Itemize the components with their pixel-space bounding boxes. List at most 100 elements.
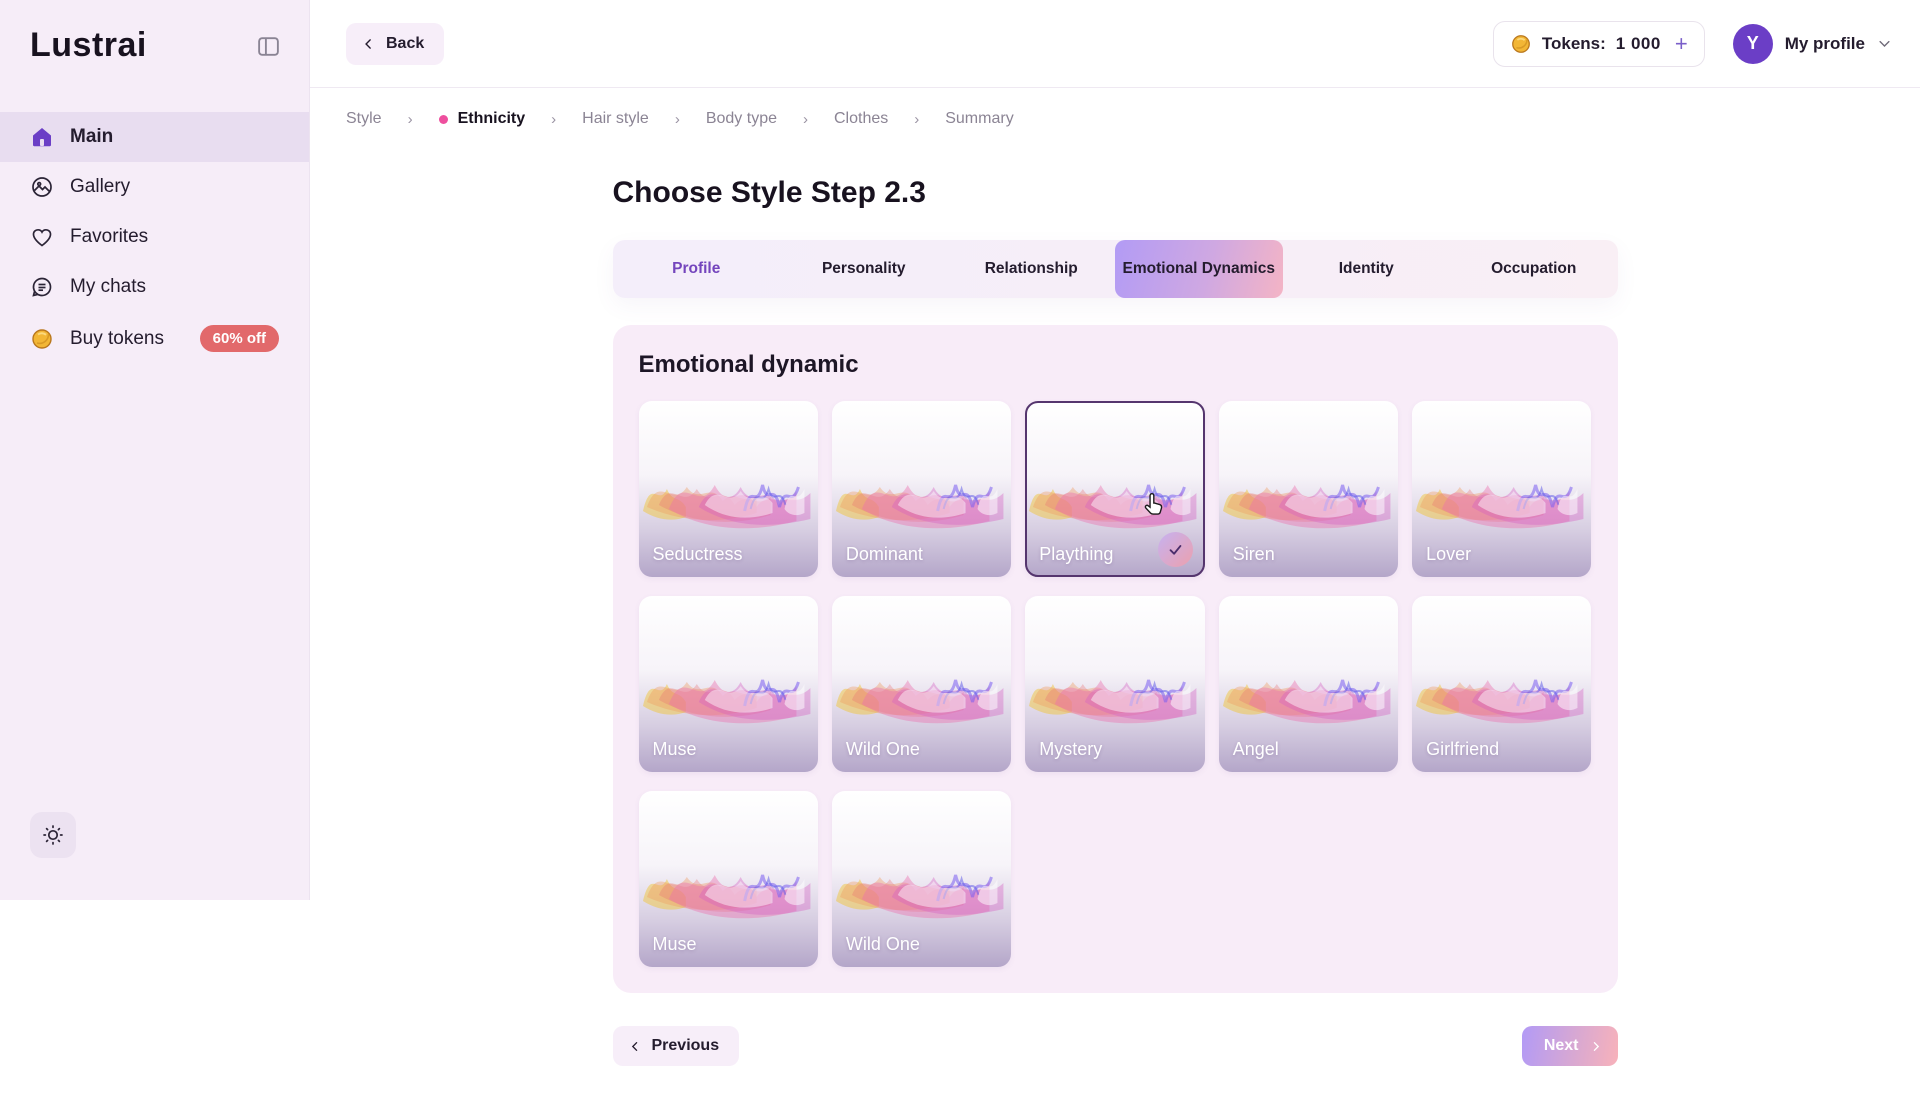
tab-identity[interactable]: Identity	[1283, 240, 1451, 298]
card-siren[interactable]: Siren	[1218, 401, 1399, 577]
sidebar-item-label: Buy tokens	[70, 327, 164, 349]
card-label: Wild One	[845, 934, 920, 954]
waveform-art	[1025, 644, 1204, 734]
chevron-left-icon	[362, 37, 376, 51]
emotional-dynamic-panel: Emotional dynamic Seductress Dominant Pl…	[612, 325, 1618, 993]
card-plaything-selected[interactable]: Plaything	[1025, 401, 1205, 577]
sidebar-item-main[interactable]: Main	[0, 112, 309, 162]
waveform-art	[1219, 449, 1398, 539]
chevron-down-icon	[1877, 36, 1892, 51]
back-label: Back	[386, 34, 425, 52]
app-logo: Lustrai	[30, 26, 147, 64]
tab-emotional-dynamics[interactable]: Emotional Dynamics	[1115, 240, 1283, 298]
breadcrumb-body-type[interactable]: Body type	[705, 110, 777, 127]
waveform-art	[832, 839, 1011, 929]
heart-icon	[30, 225, 54, 249]
profile-label: My profile	[1784, 33, 1865, 53]
card-mystery[interactable]: Mystery	[1025, 596, 1205, 772]
chevron-left-icon	[629, 1040, 642, 1053]
card-label: Lover	[1426, 544, 1472, 564]
waveform-art	[639, 644, 818, 734]
topbar: Back Tokens: 1 000 + Y My profile	[310, 0, 1920, 88]
tokens-pill[interactable]: Tokens: 1 000 +	[1492, 20, 1705, 67]
card-girlfriend[interactable]: Girlfriend	[1412, 596, 1592, 772]
tab-profile[interactable]: Profile	[613, 240, 781, 298]
tab-occupation[interactable]: Occupation	[1450, 240, 1618, 298]
card-label: Seductress	[652, 544, 743, 564]
tab-personality[interactable]: Personality	[780, 240, 948, 298]
step-tabs: Profile Personality Relationship Emotion…	[612, 240, 1618, 298]
add-tokens-icon[interactable]: +	[1674, 30, 1688, 56]
card-label: Dominant	[845, 544, 923, 564]
next-label: Next	[1543, 1037, 1579, 1054]
waveform-art	[639, 839, 818, 929]
section-title: Emotional dynamic	[638, 351, 859, 378]
card-label: Siren	[1232, 544, 1275, 564]
card-wild-one-2[interactable]: Wild One	[831, 791, 1012, 967]
back-button[interactable]: Back	[346, 22, 445, 65]
card-angel[interactable]: Angel	[1218, 596, 1399, 772]
breadcrumb-hair-style[interactable]: Hair style	[582, 110, 649, 127]
sidebar-item-gallery[interactable]: Gallery	[0, 162, 309, 212]
chevron-right-icon: ›	[674, 110, 680, 128]
waveform-art	[1219, 644, 1398, 734]
card-grid: Seductress Dominant Plaything	[638, 401, 1592, 967]
sidebar: Lustrai Main Gallery	[0, 0, 310, 900]
breadcrumb-ethnicity[interactable]: Ethnicity	[438, 110, 525, 128]
card-wild-one[interactable]: Wild One	[831, 596, 1012, 772]
panel-left-icon	[256, 34, 281, 59]
coin-icon	[30, 327, 54, 351]
previous-button[interactable]: Previous	[612, 1026, 740, 1066]
coin-icon	[1510, 33, 1532, 55]
breadcrumb: Style › Ethnicity › Hair style › Body ty…	[310, 88, 1920, 128]
page-title: Choose Style Step 2.3	[612, 176, 926, 209]
discount-badge: 60% off	[199, 325, 279, 352]
card-label: Muse	[652, 934, 697, 954]
sidebar-item-my-chats[interactable]: My chats	[0, 262, 309, 312]
sidebar-item-favorites[interactable]: Favorites	[0, 212, 309, 262]
card-label: Girlfriend	[1426, 739, 1500, 759]
sidebar-collapse-button[interactable]	[252, 30, 285, 66]
sidebar-item-label: My chats	[70, 276, 147, 297]
selected-check-badge	[1157, 532, 1193, 567]
tab-relationship[interactable]: Relationship	[948, 240, 1116, 298]
tokens-value: 1 000	[1615, 33, 1661, 53]
wizard-footer: Previous Next	[612, 1026, 1618, 1066]
card-dominant[interactable]: Dominant	[831, 401, 1012, 577]
waveform-art	[832, 449, 1011, 539]
card-label: Plaything	[1039, 544, 1114, 564]
home-icon	[30, 125, 54, 149]
breadcrumb-summary[interactable]: Summary	[945, 110, 1014, 127]
next-button[interactable]: Next	[1521, 1026, 1618, 1066]
waveform-art	[1025, 449, 1204, 539]
card-label: Muse	[652, 739, 697, 759]
chevron-right-icon: ›	[802, 110, 808, 128]
tokens-label: Tokens:	[1541, 33, 1606, 53]
gallery-icon	[30, 175, 54, 199]
waveform-art	[1412, 449, 1591, 539]
breadcrumb-style[interactable]: Style	[346, 110, 382, 127]
card-lover[interactable]: Lover	[1412, 401, 1592, 577]
previous-label: Previous	[651, 1037, 720, 1054]
chevron-right-icon: ›	[914, 110, 920, 128]
active-step-dot	[438, 114, 448, 124]
chevron-right-icon	[1589, 1040, 1602, 1053]
avatar: Y	[1732, 23, 1773, 64]
card-muse[interactable]: Muse	[638, 596, 818, 772]
theme-toggle-button[interactable]	[30, 812, 76, 858]
card-muse-2[interactable]: Muse	[638, 791, 818, 967]
sidebar-item-label: Gallery	[70, 176, 131, 197]
chevron-right-icon: ›	[407, 110, 413, 128]
chat-icon	[30, 275, 54, 299]
sun-icon	[41, 823, 65, 847]
sidebar-item-buy-tokens[interactable]: Buy tokens 60% off	[0, 312, 309, 365]
card-label: Angel	[1232, 739, 1279, 759]
breadcrumb-clothes[interactable]: Clothes	[833, 110, 889, 127]
card-seductress[interactable]: Seductress	[638, 401, 818, 577]
profile-menu[interactable]: Y My profile	[1732, 23, 1892, 64]
sidebar-nav: Main Gallery Favorites My chats	[0, 112, 309, 365]
chevron-right-icon: ›	[551, 110, 557, 128]
sidebar-item-label: Favorites	[70, 226, 149, 247]
waveform-art	[639, 449, 818, 539]
